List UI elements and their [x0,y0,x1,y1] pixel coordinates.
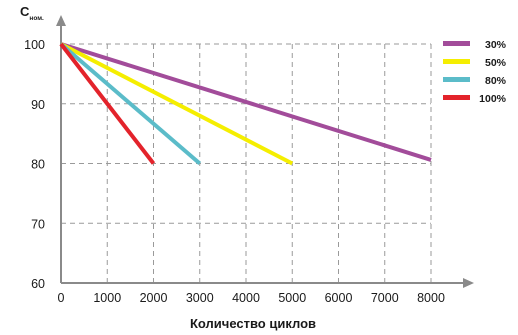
x-tick-label: 3000 [186,291,214,305]
axes [56,15,474,288]
y-tick-label: 100 [24,38,45,52]
y-axis-label: Cном. [20,4,44,22]
y-axis-arrow [56,15,66,26]
x-tick-label: 2000 [140,291,168,305]
x-tick-label: 5000 [278,291,306,305]
y-axis-label-main: C [20,4,30,19]
grid [61,43,432,283]
legend-label-2: 80% [485,75,507,87]
legend-swatch-3 [443,95,470,100]
x-tick-label: 4000 [232,291,260,305]
legend-label-3: 100% [479,93,507,105]
legend-label-0: 30% [485,39,507,51]
y-tick-label: 90 [31,98,45,112]
series-line-0 [60,42,432,162]
series-line-3 [59,42,156,165]
y-tick-label: 80 [31,158,45,172]
legend-swatch-2 [443,77,470,82]
y-tick-label: 60 [31,277,45,291]
x-tick-label: 0 [58,291,65,305]
x-tick-labels: 0 1000 2000 3000 4000 5000 6000 7000 8000 [58,291,445,305]
series-line-2 [59,42,202,166]
series-line-1 [60,42,294,166]
legend-swatch-1 [443,59,470,64]
x-tick-label: 7000 [371,291,399,305]
x-axis-arrow [463,278,474,288]
legend-swatch-0 [443,41,470,46]
x-tick-label: 1000 [93,291,121,305]
x-tick-label: 8000 [417,291,445,305]
x-tick-label: 6000 [325,291,353,305]
legend: 30% 50% 80% 100% [443,39,507,105]
legend-label-1: 50% [485,57,507,69]
x-axis-label: Количество циклов [190,316,316,331]
y-axis-label-sub: ном. [29,15,44,22]
series-lines [59,42,432,166]
y-tick-labels: 60 70 80 90 100 [24,38,45,291]
y-tick-label: 70 [31,217,45,231]
